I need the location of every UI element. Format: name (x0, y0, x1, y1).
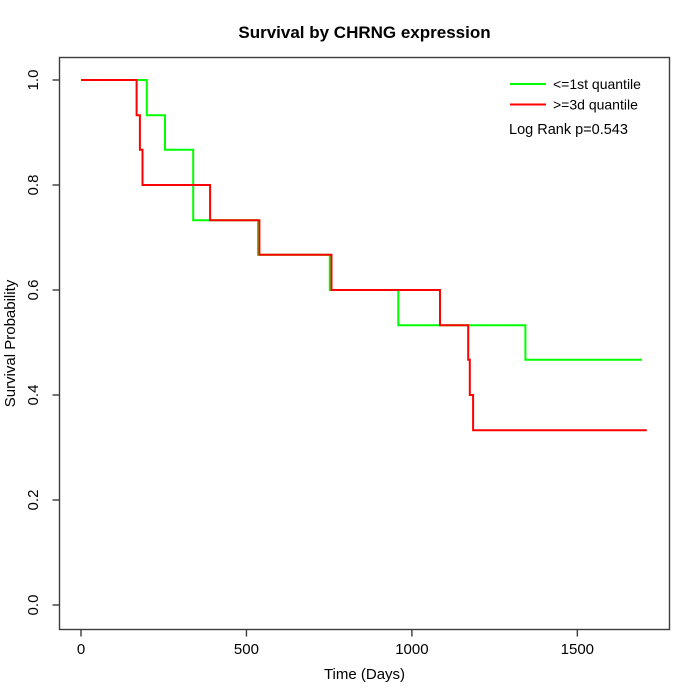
chart-title: Survival by CHRNG expression (238, 23, 490, 42)
y-tick-label: 0.4 (25, 385, 42, 406)
y-tick-label: 0.2 (25, 490, 42, 511)
legend: <=1st quantile >=3d quantile Log Rank p=… (509, 76, 641, 138)
y-tick-label: 1.0 (25, 70, 42, 91)
legend-label-first-quantile: <=1st quantile (553, 76, 641, 92)
y-tick-label: 0.0 (25, 595, 42, 616)
y-tick-label: 0.8 (25, 175, 42, 196)
log-rank-pvalue: Log Rank p=0.543 (509, 122, 628, 138)
x-tick-label: 1000 (395, 641, 428, 658)
x-tick-label: 0 (77, 641, 85, 658)
x-tick-label: 1500 (561, 641, 594, 658)
axis-ticks: 0 500 1000 1500 0.0 0.2 0.4 0.6 0.8 1.0 (25, 70, 594, 658)
x-tick-label: 500 (234, 641, 259, 658)
legend-label-third-quantile: >=3d quantile (553, 97, 638, 113)
survival-curves (81, 79, 647, 432)
x-axis-title: Time (Days) (324, 666, 405, 683)
y-axis-title: Survival Probability (2, 279, 19, 407)
y-tick-label: 0.6 (25, 280, 42, 301)
survival-curve-third-quantile (81, 79, 647, 432)
plot-box (58, 56, 671, 631)
